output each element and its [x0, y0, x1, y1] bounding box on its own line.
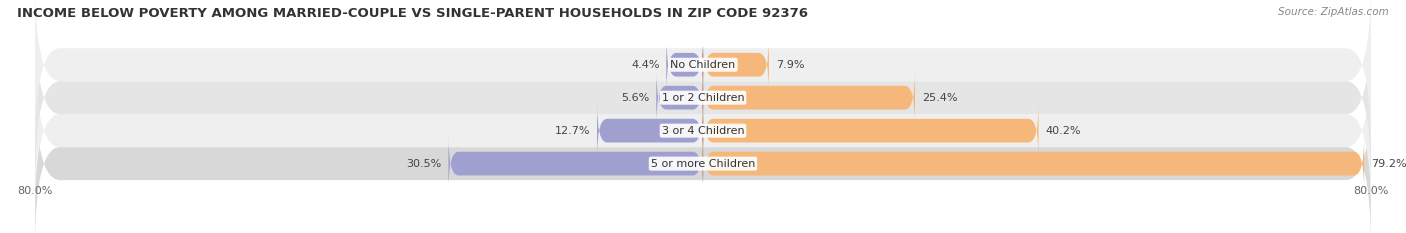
Text: 40.2%: 40.2% [1045, 126, 1081, 136]
FancyBboxPatch shape [703, 70, 915, 125]
FancyBboxPatch shape [35, 0, 1371, 147]
Text: 4.4%: 4.4% [631, 60, 659, 70]
FancyBboxPatch shape [35, 48, 1371, 213]
Text: INCOME BELOW POVERTY AMONG MARRIED-COUPLE VS SINGLE-PARENT HOUSEHOLDS IN ZIP COD: INCOME BELOW POVERTY AMONG MARRIED-COUPL… [17, 7, 808, 20]
FancyBboxPatch shape [35, 81, 1371, 233]
Text: 1 or 2 Children: 1 or 2 Children [662, 93, 744, 103]
Text: 12.7%: 12.7% [555, 126, 591, 136]
Text: Source: ZipAtlas.com: Source: ZipAtlas.com [1278, 7, 1389, 17]
Text: 25.4%: 25.4% [922, 93, 957, 103]
FancyBboxPatch shape [657, 70, 703, 125]
FancyBboxPatch shape [703, 103, 1039, 158]
FancyBboxPatch shape [703, 136, 1364, 191]
FancyBboxPatch shape [35, 15, 1371, 180]
Text: 5 or more Children: 5 or more Children [651, 159, 755, 169]
FancyBboxPatch shape [598, 103, 703, 158]
FancyBboxPatch shape [666, 37, 703, 93]
Text: No Children: No Children [671, 60, 735, 70]
Text: 30.5%: 30.5% [406, 159, 441, 169]
Text: 7.9%: 7.9% [776, 60, 804, 70]
Text: 5.6%: 5.6% [621, 93, 650, 103]
FancyBboxPatch shape [449, 136, 703, 191]
Text: 79.2%: 79.2% [1371, 159, 1406, 169]
FancyBboxPatch shape [703, 37, 769, 93]
Text: 3 or 4 Children: 3 or 4 Children [662, 126, 744, 136]
